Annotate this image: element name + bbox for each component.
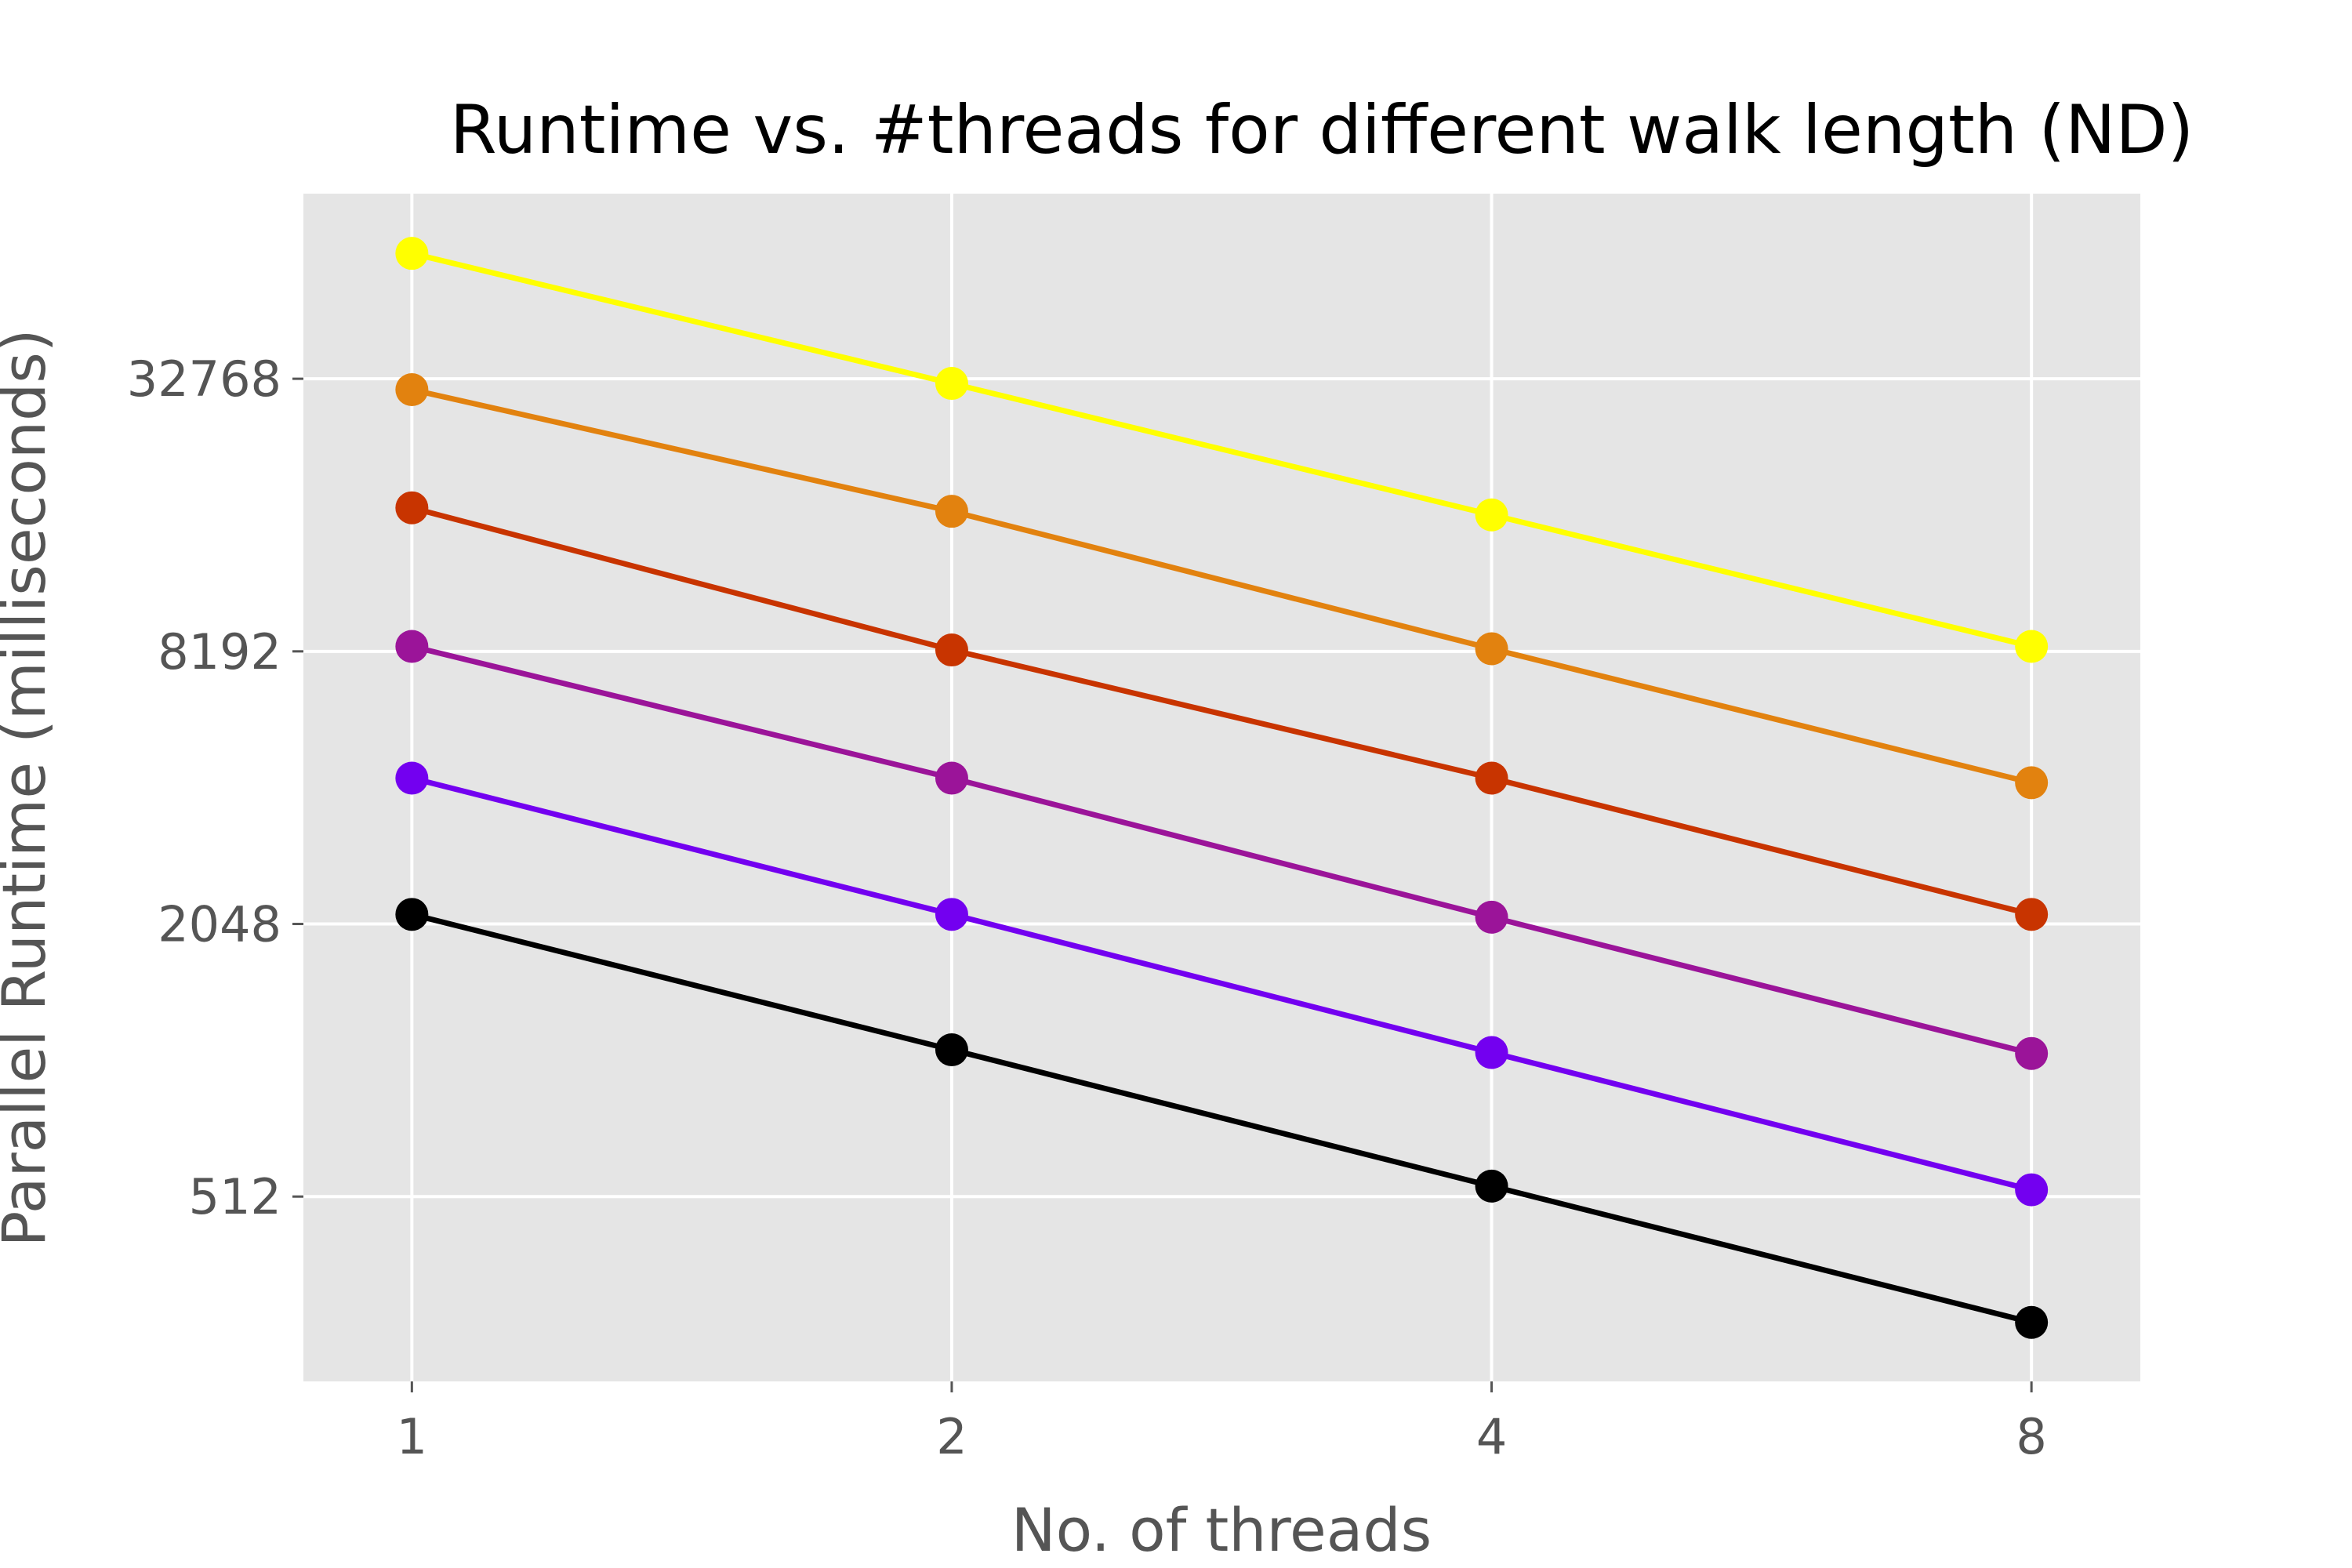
chart-title: Runtime vs. #threads for different walk … [450,91,2194,169]
y-tick-label: 512 [189,1168,281,1225]
data-point [2015,1173,2049,1207]
data-point [935,761,968,795]
series-2 [395,761,2049,1207]
data-point [935,367,968,401]
series-layer [395,237,2049,1339]
data-point [935,633,968,667]
series-4 [395,491,2049,931]
x-tick-label: 8 [2016,1408,2046,1465]
series-line [411,911,2033,1326]
axis-ticks: 1 2 4 8 512 2048 8192 32768 [127,350,2047,1465]
x-tick-label: 2 [936,1408,967,1465]
data-point [2015,898,2049,931]
data-point [395,237,429,270]
data-point [395,898,429,931]
series-3 [395,630,2049,1070]
x-tick-label: 4 [1476,1408,1507,1465]
y-axis-label: Parallel Runtime (milliseconds) [0,328,59,1247]
data-point [935,898,968,931]
series-line [411,775,2033,1192]
x-axis-label: No. of threads [1011,1495,1432,1565]
x-tick-label: 1 [397,1408,427,1465]
data-point [395,491,429,524]
data-point [1475,900,1508,934]
data-point [1475,632,1508,666]
data-point [2015,766,2049,800]
data-point [395,630,429,663]
data-point [1475,498,1508,532]
series-5 [395,373,2049,800]
y-tick-label: 32768 [127,350,281,408]
data-point [935,495,968,528]
series-1 [395,898,2049,1339]
y-tick-label: 2048 [158,896,281,953]
data-point [1475,1036,1508,1069]
data-point [1475,1169,1508,1203]
data-point [2015,1305,2049,1339]
data-point [2015,630,2049,663]
series-line [411,250,2033,649]
series-line [411,644,2033,1057]
data-point [2015,1036,2049,1070]
series-line [411,505,2033,917]
plot-area [303,194,2140,1381]
data-point [935,1033,968,1067]
data-point [1475,761,1508,795]
data-point [395,373,429,407]
series-line [411,387,2033,786]
series-6 [395,237,2049,663]
data-point [395,761,429,795]
y-tick-label: 8192 [158,623,281,681]
